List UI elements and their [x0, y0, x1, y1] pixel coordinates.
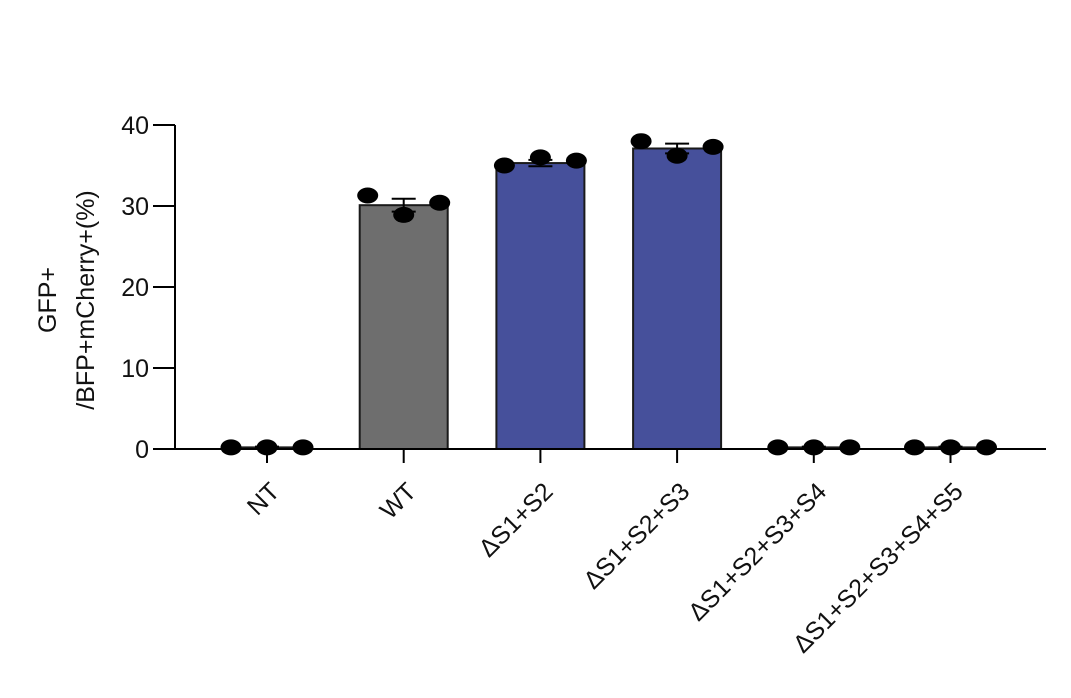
data-point-5-0 [904, 439, 925, 456]
data-point-4-1 [803, 439, 825, 456]
bar-2 [495, 162, 586, 450]
y-axis-title-line-1: GFP+ [34, 267, 62, 333]
bar-3 [632, 147, 723, 451]
data-point-3-0 [630, 133, 652, 150]
x-tick-label-3: ΔS1+S2+S3 [578, 477, 695, 594]
x-tick-label-4: ΔS1+S2+S3+S4 [683, 477, 832, 626]
x-tick-label-2: ΔS1+S2 [473, 477, 558, 562]
data-point-2-0 [493, 157, 515, 174]
x-tick-label-1: WT [375, 477, 422, 524]
x-tick-label-0: NT [242, 477, 285, 520]
data-point-4-2 [839, 439, 861, 456]
data-point-0-1 [256, 439, 278, 456]
bar-1 [358, 204, 449, 450]
y-axis-title-line-2: /BFP+mCherry+(%) [72, 190, 100, 409]
y-axis-title: GFP+ /BFP+mCherry+(%) [34, 190, 100, 409]
data-point-1-1 [393, 206, 415, 223]
data-point-4-0 [767, 439, 789, 456]
axes-layer [153, 124, 1046, 463]
data-point-2-2 [565, 152, 587, 169]
y-tick-label-3: 30 [121, 193, 149, 221]
data-point-3-1 [666, 147, 688, 164]
y-tick-label-4: 40 [121, 112, 149, 140]
y-tick-label-1: 10 [121, 355, 149, 383]
points-layer [220, 133, 997, 456]
data-point-2-1 [529, 149, 551, 166]
data-point-0-0 [220, 439, 242, 456]
data-point-3-2 [702, 138, 724, 155]
data-point-1-2 [429, 194, 451, 211]
data-point-0-2 [292, 439, 314, 456]
data-point-5-2 [976, 439, 997, 456]
bars-layer [222, 147, 996, 451]
y-tick-label-2: 20 [121, 274, 149, 302]
data-point-5-1 [940, 439, 961, 456]
y-tick-label-0: 0 [135, 436, 149, 464]
data-point-1-0 [357, 187, 379, 204]
